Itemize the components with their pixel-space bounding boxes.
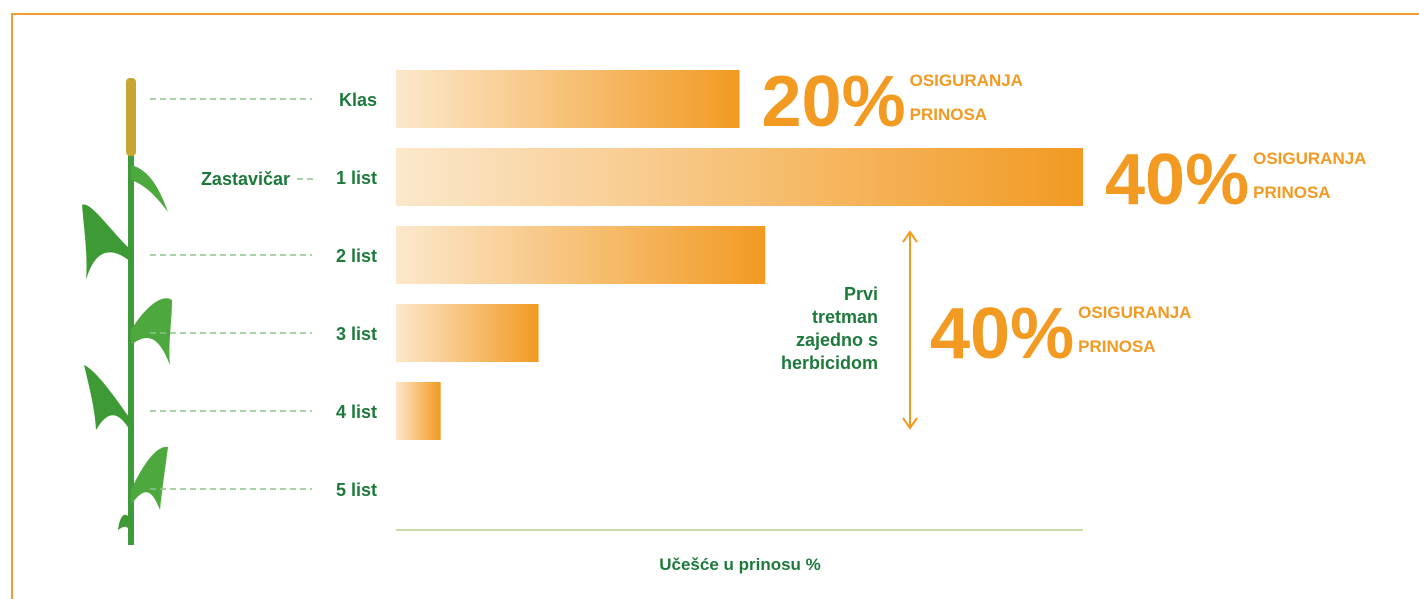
bar: [396, 304, 539, 362]
annotation-text: Prvi: [844, 284, 878, 304]
bar: [396, 382, 441, 440]
y-tick-label: 5 list: [336, 480, 377, 500]
side-label: Zastavičar: [201, 169, 290, 189]
y-tick-label: 4 list: [336, 402, 377, 422]
y-tick-label: 1 list: [336, 168, 377, 188]
value-caption: OSIGURANJA: [1078, 303, 1191, 322]
annotation-text: zajedno s: [796, 330, 878, 350]
value-label: 40%: [1105, 140, 1249, 220]
plant-illustration: [82, 78, 172, 545]
value-label: 20%: [762, 62, 906, 142]
value-caption: PRINOSA: [1253, 183, 1330, 202]
bar: [396, 226, 766, 284]
value-label: 40%: [930, 294, 1074, 374]
bar: [396, 148, 1083, 206]
y-tick-label: 3 list: [336, 324, 377, 344]
y-tick-label: 2 list: [336, 246, 377, 266]
x-axis-label: Učešće u prinosu %: [659, 555, 821, 574]
annotation-text: tretman: [812, 307, 878, 327]
frame: [11, 13, 1419, 599]
bar: [396, 70, 740, 128]
annotation-text: herbicidom: [781, 353, 878, 373]
value-caption: PRINOSA: [910, 105, 987, 124]
value-caption: OSIGURANJA: [910, 71, 1023, 90]
range-arrow: [902, 230, 918, 430]
value-caption: PRINOSA: [1078, 337, 1155, 356]
y-tick-label: Klas: [339, 90, 377, 110]
value-caption: OSIGURANJA: [1253, 149, 1366, 168]
